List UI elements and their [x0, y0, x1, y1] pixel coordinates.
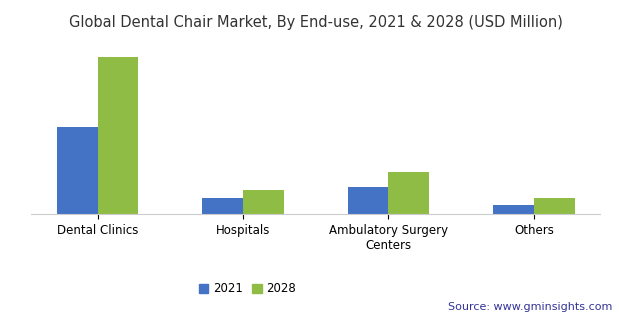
Text: Source: www.gminsights.com: Source: www.gminsights.com [448, 302, 613, 312]
Bar [243, 190, 284, 214]
Bar [388, 172, 429, 214]
Bar [202, 198, 243, 214]
Bar [98, 57, 138, 214]
Bar [348, 187, 388, 214]
Legend: 2021, 2028: 2021, 2028 [194, 278, 301, 300]
Bar [493, 205, 534, 214]
Bar [534, 198, 574, 214]
Bar [57, 127, 98, 214]
Title: Global Dental Chair Market, By End-use, 2021 & 2028 (USD Million): Global Dental Chair Market, By End-use, … [69, 15, 563, 30]
